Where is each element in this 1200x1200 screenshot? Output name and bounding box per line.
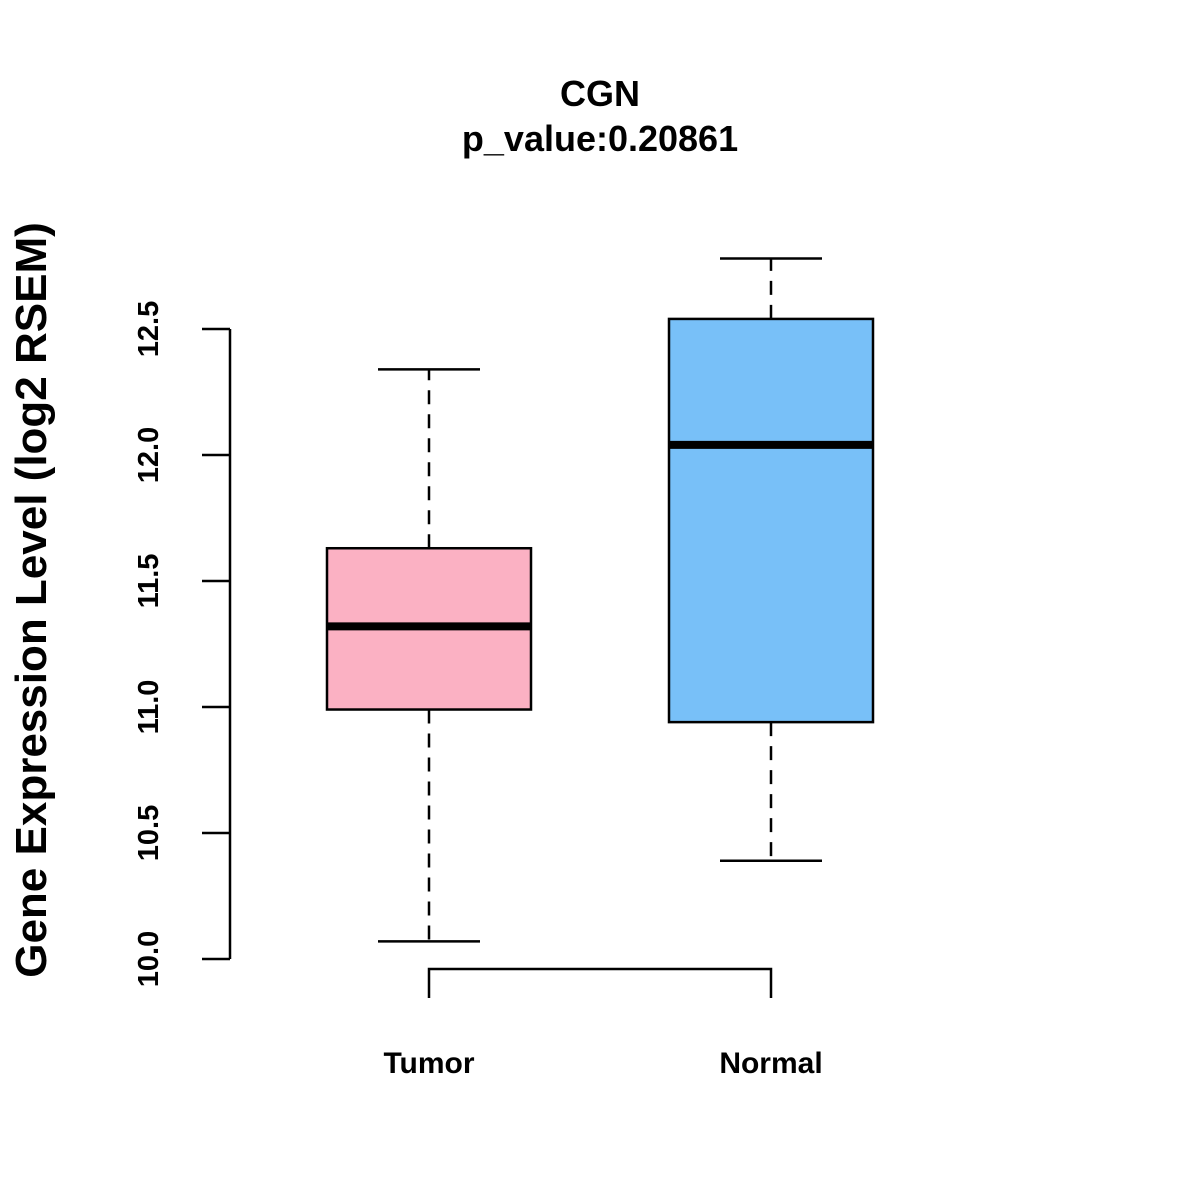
x-category-label: Tumor [383,1047,474,1080]
y-tick-label: 10.0 [133,931,165,987]
comparison-bracket [427,967,773,998]
boxes-group [325,257,875,943]
y-tick-label: 12.5 [133,301,165,357]
y-axis: 10.0 10.5 11.0 11.5 12.0 12.5 [133,301,232,987]
comparison-bracket-group [427,967,773,998]
box-tumor [325,368,533,943]
y-axis-label: Gene Expression Level (log2 RSEM) [7,222,56,978]
box-iqr [667,317,875,724]
y-tick-label: 11.5 [133,554,165,609]
y-tick-label: 12.0 [133,427,165,483]
chart-title: CGN [560,73,640,114]
chart-subtitle: p_value:0.20861 [462,118,738,159]
box-normal [667,257,875,862]
x-axis-labels: Tumor Normal [383,1047,822,1080]
y-tick-label: 10.5 [133,805,165,861]
x-category-label: Normal [719,1047,822,1080]
y-tick-label: 11.0 [133,680,165,735]
